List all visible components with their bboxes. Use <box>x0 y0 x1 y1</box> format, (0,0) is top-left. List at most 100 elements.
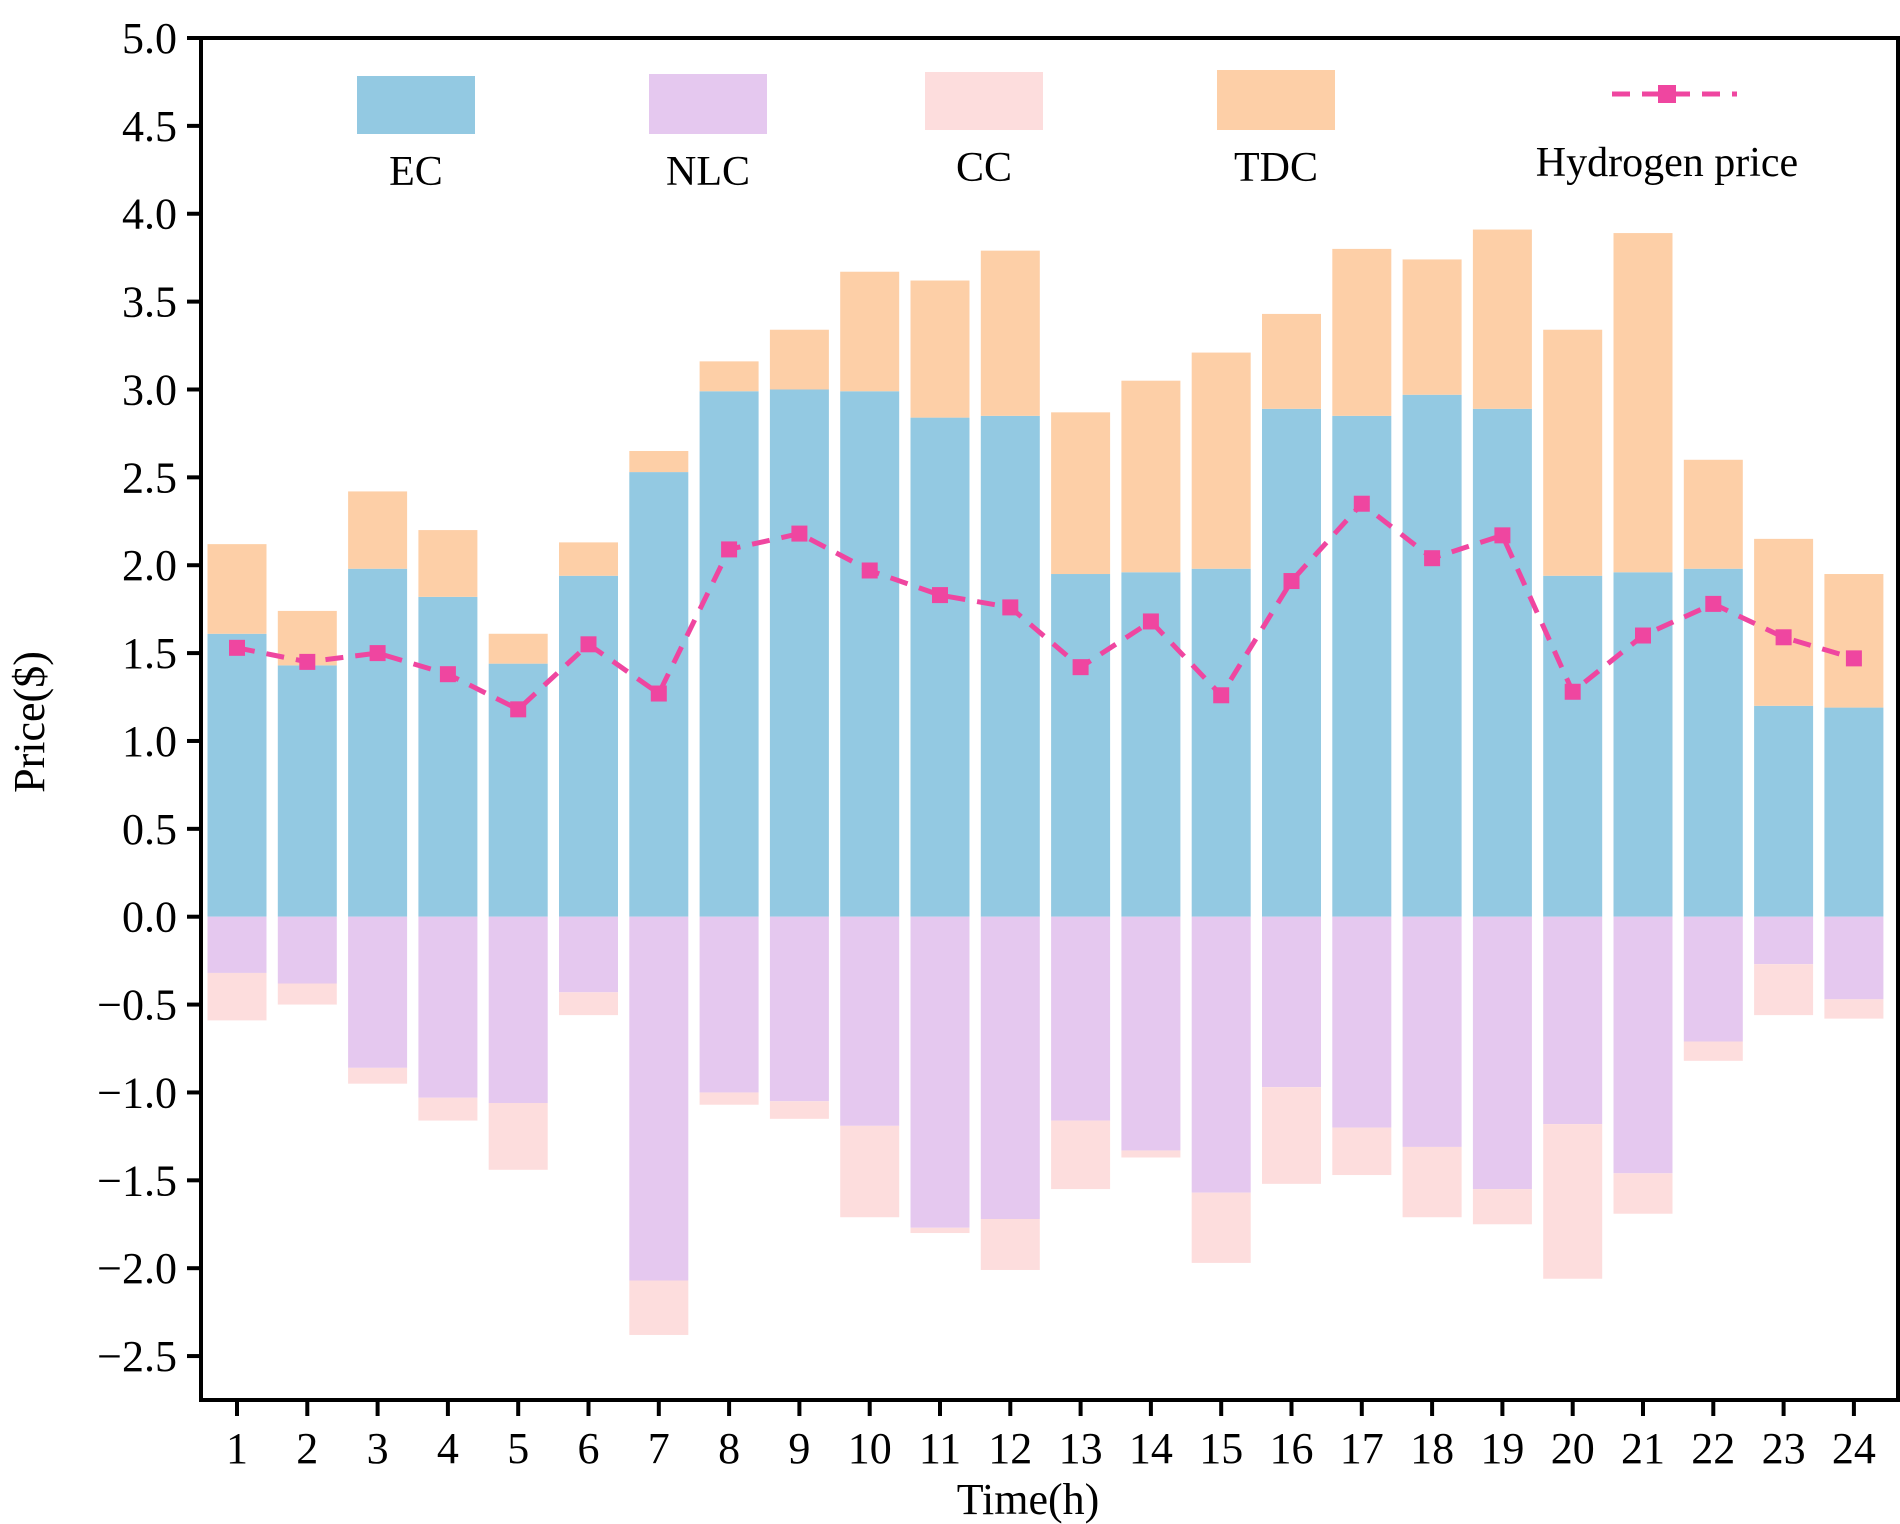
bar-tdc-15 <box>1191 352 1251 569</box>
bar-nlc-2 <box>277 916 337 984</box>
bar-tdc-4 <box>418 530 478 597</box>
bar-cc-10 <box>840 1125 900 1218</box>
y-tick-label: 2.0 <box>122 541 177 590</box>
bar-cc-8 <box>699 1092 759 1105</box>
y-tick-label: 0.5 <box>122 805 177 854</box>
hydrogen-price-marker-14 <box>1142 613 1159 630</box>
bar-cc-3 <box>348 1067 408 1084</box>
y-tick-label: 5.0 <box>122 14 177 63</box>
bar-tdc-17 <box>1332 248 1392 416</box>
hydrogen-price-marker-8 <box>721 541 738 558</box>
legend-marker-hydrogen-price <box>1658 85 1676 103</box>
bar-ec-15 <box>1191 568 1251 917</box>
bar-nlc-19 <box>1472 916 1532 1190</box>
bar-ec-24 <box>1824 707 1884 917</box>
bar-nlc-8 <box>699 916 759 1093</box>
bar-tdc-11 <box>910 280 970 418</box>
x-tick-label: 22 <box>1691 1424 1735 1473</box>
bar-ec-20 <box>1543 575 1603 917</box>
bar-cc-16 <box>1262 1087 1321 1184</box>
hydrogen-price-marker-24 <box>1845 650 1862 667</box>
y-tick-label: 0.0 <box>122 893 177 942</box>
bar-ec-1 <box>207 633 267 917</box>
legend-swatch-tdc <box>1217 70 1335 130</box>
bar-cc-7 <box>629 1280 689 1335</box>
bar-ec-8 <box>699 391 759 917</box>
hydrogen-price-marker-2 <box>299 653 316 670</box>
x-tick-label: 15 <box>1199 1424 1243 1473</box>
bar-tdc-6 <box>559 542 618 576</box>
hydrogen-price-marker-21 <box>1635 627 1651 644</box>
y-tick-label: 1.0 <box>122 717 177 766</box>
bar-cc-21 <box>1613 1173 1673 1214</box>
hydrogen-price-marker-7 <box>650 685 667 702</box>
bar-tdc-13 <box>1051 412 1111 575</box>
hydrogen-price-marker-4 <box>439 666 456 683</box>
bar-nlc-6 <box>559 916 618 993</box>
legend-label-nlc: NLC <box>666 149 750 195</box>
bar-tdc-20 <box>1543 329 1603 576</box>
bar-cc-5 <box>488 1102 548 1170</box>
bar-tdc-3 <box>348 491 408 569</box>
y-tick-label: 1.5 <box>122 629 177 678</box>
bar-nlc-9 <box>769 916 829 1102</box>
x-tick-label: 9 <box>788 1424 810 1473</box>
bar-cc-11 <box>910 1227 970 1234</box>
y-tick-label: 2.5 <box>122 453 177 502</box>
bar-cc-15 <box>1191 1192 1251 1263</box>
bar-ec-2 <box>277 665 337 917</box>
bar-nlc-12 <box>980 916 1040 1219</box>
bar-cc-24 <box>1824 999 1884 1019</box>
bar-tdc-18 <box>1402 259 1462 395</box>
hydrogen-price-marker-3 <box>369 645 386 662</box>
bar-tdc-10 <box>840 271 900 392</box>
legend-label-ec: EC <box>389 149 443 195</box>
legend-label-tdc: TDC <box>1234 145 1318 191</box>
bar-cc-6 <box>559 992 618 1016</box>
x-tick-label: 14 <box>1129 1424 1173 1473</box>
bar-cc-14 <box>1121 1150 1181 1158</box>
bar-nlc-23 <box>1754 916 1814 965</box>
x-tick-label: 8 <box>718 1424 740 1473</box>
bar-tdc-19 <box>1472 229 1532 409</box>
hydrogen-price-marker-9 <box>791 525 808 542</box>
bar-nlc-17 <box>1332 916 1392 1128</box>
axes-layer: −2.5 −2.0 −1.5 −1.0 −0.5 0.0 0.5 1.0 1.5 2.0 2.5 3.… <box>97 14 1900 1473</box>
bar-ec-14 <box>1121 572 1181 917</box>
bar-ec-18 <box>1402 394 1462 917</box>
hydrogen-price-marker-11 <box>932 587 948 604</box>
x-tick-label: 18 <box>1410 1424 1454 1473</box>
hydrogen-price-marker-19 <box>1494 527 1511 544</box>
bar-nlc-3 <box>348 916 408 1068</box>
bar-tdc-22 <box>1683 459 1743 569</box>
bar-tdc-12 <box>980 250 1040 416</box>
x-tick-label: 1 <box>226 1424 248 1473</box>
x-tick-label: 5 <box>507 1424 529 1473</box>
bar-cc-17 <box>1332 1127 1392 1176</box>
bar-ec-11 <box>910 417 970 917</box>
bar-tdc-21 <box>1613 233 1673 573</box>
bar-nlc-21 <box>1613 916 1673 1174</box>
legend-label-cc: CC <box>956 145 1012 191</box>
bar-nlc-22 <box>1683 916 1743 1042</box>
bar-nlc-20 <box>1543 916 1603 1125</box>
bar-nlc-7 <box>629 916 689 1281</box>
y-tick-label: −2.0 <box>97 1244 177 1293</box>
x-tick-label: 21 <box>1621 1424 1665 1473</box>
bar-tdc-9 <box>769 329 829 390</box>
bar-cc-9 <box>769 1101 829 1119</box>
hydrogen-price-marker-12 <box>1002 599 1019 616</box>
bar-cc-12 <box>980 1218 1040 1270</box>
y-tick-label: −1.5 <box>97 1156 177 1205</box>
bar-tdc-1 <box>207 544 267 634</box>
bars-layer <box>207 229 1884 1335</box>
x-tick-label: 7 <box>648 1424 670 1473</box>
y-axis-title: Price($) <box>5 651 54 793</box>
x-tick-label: 11 <box>919 1424 961 1473</box>
bar-nlc-15 <box>1191 916 1251 1193</box>
plot-frame <box>199 36 1900 1402</box>
bar-tdc-23 <box>1754 538 1814 706</box>
legend-swatch-ec <box>357 76 475 134</box>
x-tick-label: 3 <box>367 1424 389 1473</box>
